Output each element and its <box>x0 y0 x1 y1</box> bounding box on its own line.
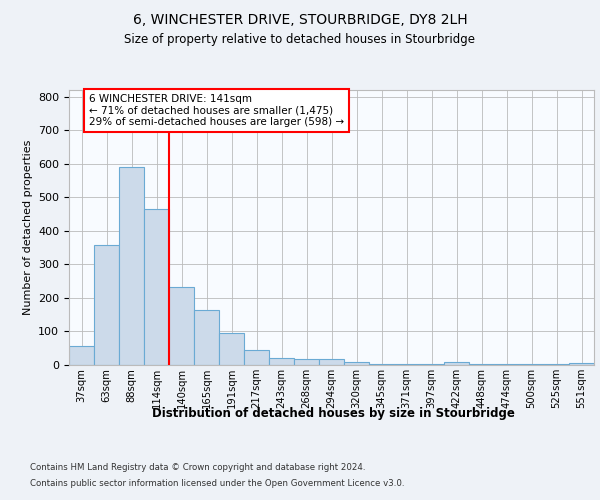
Text: Contains HM Land Registry data © Crown copyright and database right 2024.: Contains HM Land Registry data © Crown c… <box>30 462 365 471</box>
Bar <box>169 286 194 365</box>
Bar <box>569 363 594 365</box>
Bar <box>294 359 319 365</box>
Bar <box>319 359 344 365</box>
Bar <box>544 364 569 365</box>
Bar <box>469 364 494 365</box>
Text: Size of property relative to detached houses in Stourbridge: Size of property relative to detached ho… <box>125 32 476 46</box>
Bar <box>344 362 369 365</box>
Bar <box>394 364 419 365</box>
Bar <box>519 364 544 365</box>
Bar <box>494 364 519 365</box>
Bar <box>244 350 269 365</box>
Bar <box>144 209 169 365</box>
Bar <box>444 362 469 365</box>
Bar <box>369 364 394 365</box>
Text: Distribution of detached houses by size in Stourbridge: Distribution of detached houses by size … <box>152 408 514 420</box>
Bar <box>69 346 94 365</box>
Bar <box>94 245 119 365</box>
Text: Contains public sector information licensed under the Open Government Licence v3: Contains public sector information licen… <box>30 479 404 488</box>
Bar <box>419 364 444 365</box>
Bar <box>219 333 244 365</box>
Bar <box>194 310 219 365</box>
Text: 6 WINCHESTER DRIVE: 141sqm
← 71% of detached houses are smaller (1,475)
29% of s: 6 WINCHESTER DRIVE: 141sqm ← 71% of deta… <box>89 94 344 127</box>
Y-axis label: Number of detached properties: Number of detached properties <box>23 140 32 315</box>
Bar <box>119 167 144 365</box>
Bar <box>269 358 294 365</box>
Text: 6, WINCHESTER DRIVE, STOURBRIDGE, DY8 2LH: 6, WINCHESTER DRIVE, STOURBRIDGE, DY8 2L… <box>133 12 467 26</box>
